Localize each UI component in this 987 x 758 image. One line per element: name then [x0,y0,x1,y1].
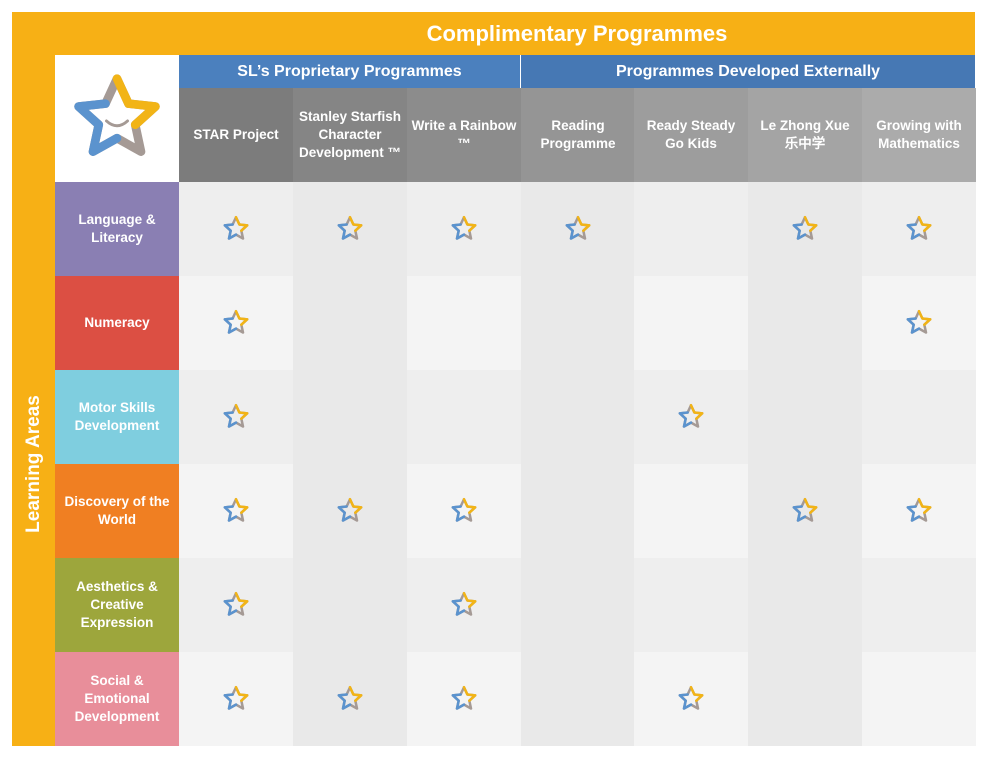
page-title: Complimentary Programmes [426,20,728,46]
grid-cell [521,182,635,276]
side-banner [12,12,55,746]
grid-cell [293,276,407,370]
grid-cell [748,370,862,464]
starfish-icon [337,685,363,710]
grid-cell [293,464,407,558]
grid-cell [634,464,748,558]
starfish-icon [223,309,249,334]
starfish-icon [223,497,249,522]
grid-cell [179,558,293,652]
header-banner [12,12,975,55]
grid-cell [293,652,407,746]
starfish-icon [906,215,932,240]
starfish-icon [565,215,591,240]
starfish-icon [337,215,363,240]
grid-cell [748,558,862,652]
grid-cell [521,276,635,370]
grid-cell [179,370,293,464]
grid-cell [862,182,976,276]
grid-cell [521,464,635,558]
group-header-proprietary: SL’s Proprietary Programmes [179,55,520,88]
grid-cell [407,652,521,746]
grid-cell [521,652,635,746]
starfish-icon [337,497,363,522]
grid-cell [634,652,748,746]
grid-cell [293,558,407,652]
starfish-icon [223,685,249,710]
row-header: Social & Emotional Development [55,652,179,746]
column-header: Ready Steady Go Kids [634,88,748,182]
starfish-icon [223,403,249,428]
grid-cell [862,276,976,370]
grid-cell [179,464,293,558]
learning-areas-label: Learning Areas [12,182,55,746]
learning-areas-text: Learning Areas [22,395,44,533]
row-header: Aesthetics & Creative Expression [55,558,179,652]
grid-cell [521,370,635,464]
grid-cell [862,370,976,464]
starfish-icon [678,403,704,428]
starfish-icon [223,591,249,616]
grid-cell [179,182,293,276]
grid-cell [748,652,862,746]
column-header: Reading Programme [521,88,635,182]
grid-cell [179,276,293,370]
starfish-icon [451,591,477,616]
starfish-icon [906,309,932,334]
grid-cell [862,652,976,746]
grid-cell [407,464,521,558]
grid-cell [748,276,862,370]
grid-cell [521,558,635,652]
grid-cell [634,370,748,464]
starfish-icon [451,685,477,710]
grid-cell [293,370,407,464]
column-header: Stanley Starfish Character Development ™ [293,88,407,182]
starfish-icon [792,215,818,240]
grid-cell [634,276,748,370]
grid-cell [634,558,748,652]
starfish-logo-icon [74,73,160,156]
grid-cell [748,464,862,558]
row-header: Language & Literacy [55,182,179,276]
starfish-icon [792,497,818,522]
grid-cell [293,182,407,276]
grid-cell [179,652,293,746]
column-header: Write a Rainbow ™ [407,88,521,182]
row-header: Discovery of the World [55,464,179,558]
starfish-icon [451,497,477,522]
grid-cell [407,276,521,370]
grid-cell [407,370,521,464]
row-header: Numeracy [55,276,179,370]
starfish-icon [223,215,249,240]
starfish-icon [678,685,704,710]
grid-cell [862,464,976,558]
column-header: STAR Project [179,88,293,182]
grid-cell [634,182,748,276]
row-header: Motor Skills Development [55,370,179,464]
group-header-external: Programmes Developed Externally [521,55,975,88]
starfish-icon [906,497,932,522]
grid-cell [407,182,521,276]
logo-cell [55,55,179,182]
starfish-icon [451,215,477,240]
grid-cell [862,558,976,652]
grid-cell [407,558,521,652]
grid-cell [748,182,862,276]
column-header: Growing with Mathematics [862,88,976,182]
column-header: Le Zhong Xue 乐中学 [748,88,862,182]
